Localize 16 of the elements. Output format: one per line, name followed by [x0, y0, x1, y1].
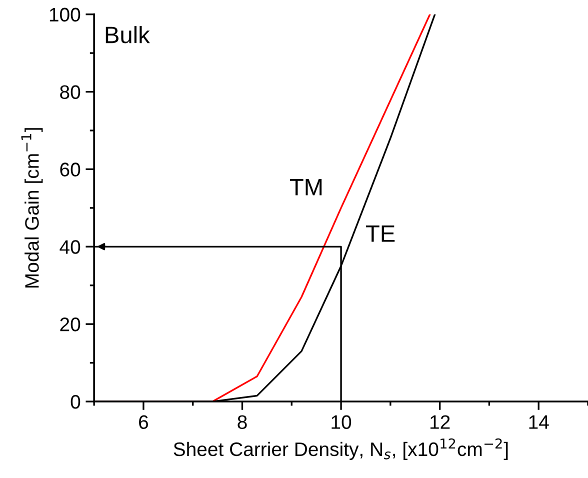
y-tick-label: 40 [60, 240, 80, 254]
series-label: TM [290, 179, 322, 196]
x-tick-label: 12 [430, 415, 450, 429]
y-axis-title: Modal Gain [cm$^{−1}$] [21, 128, 43, 288]
x-tick-label: 10 [332, 415, 352, 429]
x-tick-label: 14 [529, 415, 549, 429]
x-axis-title: Sheet Carrier Density, N$_{s}$, [x10$^{12}$cm$^{−2}$] [174, 438, 508, 460]
y-tick-label: 80 [60, 85, 80, 100]
series-label: TE [366, 226, 395, 242]
y-tick-label: 100 [50, 8, 80, 22]
y-tick-label: 60 [60, 162, 80, 176]
x-tick-label: 6 [139, 415, 148, 429]
annotation: Bulk [106, 26, 150, 44]
x-tick-label: 8 [238, 415, 247, 429]
y-tick-label: 0 [70, 394, 80, 409]
y-tick-label: 20 [60, 318, 80, 332]
